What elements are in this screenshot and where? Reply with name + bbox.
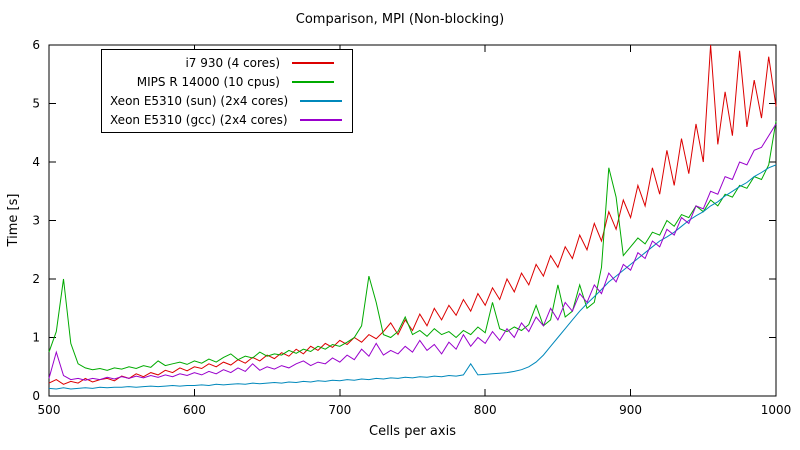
legend-line-sample xyxy=(292,61,334,64)
x-tick-label: 800 xyxy=(474,403,497,417)
series-line-mips-r-14000-10-cpus xyxy=(48,121,777,371)
legend-label: MIPS R 14000 (10 cpus) xyxy=(136,74,280,89)
legend-label: Xeon E5310 (gcc) (2x4 cores) xyxy=(110,112,288,127)
legend-item-xeon-e5310-sun-2x4-cores: Xeon E5310 (sun) (2x4 cores) xyxy=(110,91,343,110)
x-axis-label: Cells per axis xyxy=(369,424,456,439)
x-tick-label: 500 xyxy=(38,403,61,417)
y-axis-label: Time [s] xyxy=(6,193,21,247)
legend-label: i7 930 (4 cores) xyxy=(185,55,280,70)
chart-title: Comparison, MPI (Non-blocking) xyxy=(295,12,505,27)
series-line-xeon-e5310-sun-2x4-cores xyxy=(48,164,777,390)
legend-line-sample xyxy=(300,99,343,102)
y-tick-label: 1 xyxy=(32,331,40,345)
y-tick-label: 3 xyxy=(32,214,40,228)
legend-item-i7-930-4-cores: i7 930 (4 cores) xyxy=(110,53,342,72)
y-tick-label: 6 xyxy=(32,38,40,52)
x-tick-label: 1000 xyxy=(761,403,792,417)
x-tick-label: 900 xyxy=(619,403,642,417)
y-tick-label: 5 xyxy=(32,97,40,111)
legend-item-mips-r-14000-10-cpus: MIPS R 14000 (10 cpus) xyxy=(110,72,342,91)
legend-label: Xeon E5310 (sun) (2x4 cores) xyxy=(110,93,289,108)
legend-item-xeon-e5310-gcc-2x4-cores: Xeon E5310 (gcc) (2x4 cores) xyxy=(110,110,342,129)
series-line-i7-930-4-cores xyxy=(48,44,777,385)
legend-line-sample xyxy=(299,118,342,121)
y-tick-label: 2 xyxy=(32,272,40,286)
y-tick-label: 4 xyxy=(32,155,40,169)
series-line-xeon-e5310-gcc-2x4-cores xyxy=(48,123,777,381)
legend: i7 930 (4 cores) MIPS R 14000 (10 cpus) Xe… xyxy=(101,49,354,133)
x-tick-label: 700 xyxy=(328,403,351,417)
y-tick-label: 0 xyxy=(32,389,40,403)
legend-line-sample xyxy=(292,80,334,83)
x-tick-label: 600 xyxy=(183,403,206,417)
